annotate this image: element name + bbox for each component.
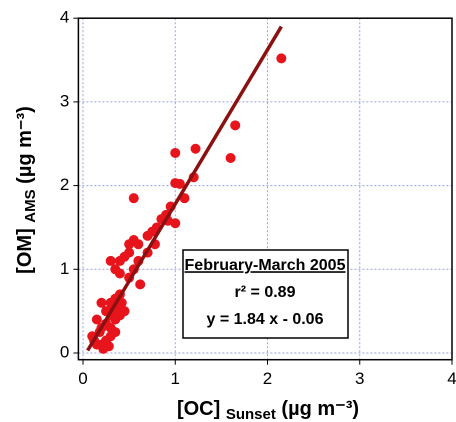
plot-frame <box>77 17 453 361</box>
data-point <box>114 268 125 279</box>
data-point <box>190 143 201 154</box>
data-point <box>96 297 107 308</box>
y-tick-label: 2 <box>60 175 69 194</box>
data-point <box>225 152 236 163</box>
data-point <box>230 120 241 131</box>
x-label-unit: (µg m⁻³) <box>281 398 359 420</box>
x-tick-label: 0 <box>78 369 87 388</box>
x-label-sub: Sunset <box>226 406 276 422</box>
data-point <box>91 314 102 325</box>
y-axis-label: [OM] AMS (µg m⁻³) <box>14 106 41 274</box>
y-tick-label: 1 <box>60 259 69 278</box>
y-tick-label: 4 <box>60 8 69 27</box>
data-point <box>119 306 130 317</box>
annotation-title: February-March 2005 <box>185 257 346 274</box>
data-point <box>124 239 135 250</box>
data-point <box>110 327 121 338</box>
data-point <box>128 193 139 204</box>
y-label-unit: (µg m⁻³) <box>14 106 36 184</box>
data-point <box>276 53 287 64</box>
x-tick-label: 2 <box>263 369 272 388</box>
y-label-sub: AMS <box>22 189 39 222</box>
data-point <box>114 255 125 266</box>
data-point <box>135 279 146 290</box>
annotation-line: r² = 0.89 <box>235 284 296 301</box>
x-tick-label: 1 <box>171 369 180 388</box>
y-tick-label: 0 <box>60 342 69 361</box>
data-point <box>174 178 185 189</box>
x-axis-label: [OC] Sunset (µg m⁻³) <box>177 398 359 422</box>
data-point <box>105 255 116 266</box>
x-tick-label: 3 <box>355 369 364 388</box>
x-label-main: [OC] <box>177 398 220 420</box>
y-tick-label: 3 <box>60 91 69 110</box>
fit-line <box>86 25 283 352</box>
data-point <box>170 147 181 158</box>
annotation-line: y = 1.84 x - 0.06 <box>207 311 324 328</box>
y-label-main: [OM] <box>14 228 36 274</box>
x-tick-label: 4 <box>447 369 456 388</box>
annotation-box <box>182 249 349 339</box>
data-point <box>142 230 153 241</box>
